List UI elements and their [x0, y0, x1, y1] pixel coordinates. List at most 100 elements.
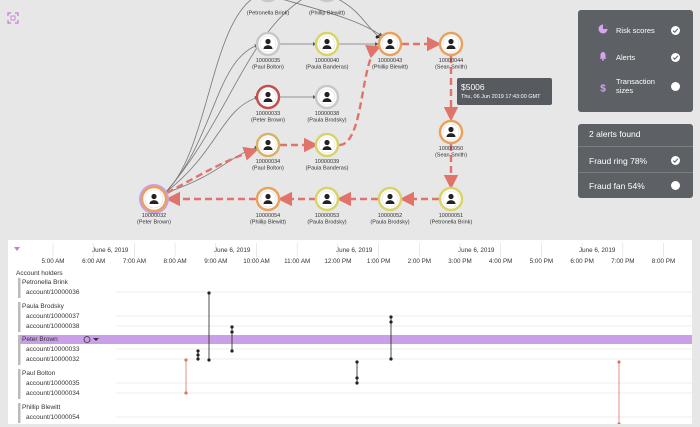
person-icon — [322, 200, 332, 204]
account-row-label[interactable]: account/10000033 — [26, 346, 80, 353]
layer-alerts[interactable]: Alerts — [578, 45, 693, 69]
timeline-time-label: 3:00 PM — [448, 258, 471, 265]
account-nodes[interactable]: (Petronella Brink) (Phillip Blewitt) 10000… — [137, 0, 472, 226]
layer-label: Risk scores — [616, 26, 655, 35]
transaction-dot — [207, 291, 211, 295]
layer-checked-icon[interactable] — [671, 53, 680, 62]
person-icon — [324, 38, 330, 45]
transaction-edge — [164, 0, 252, 194]
transaction-dot — [389, 315, 393, 319]
account-node[interactable]: 10000038(Paula Brodsky) — [307, 84, 347, 124]
node-holder-label: (Paula Brodsky) — [307, 220, 346, 226]
timeline-time-label: 11:00 AM — [284, 258, 310, 265]
account-row-label[interactable]: account/10000036 — [26, 289, 80, 296]
person-icon — [448, 193, 454, 200]
account-node[interactable]: 10000040(Paula Banderas) — [306, 31, 349, 71]
holder-row-label[interactable]: Phillip Blewitt — [22, 404, 60, 411]
alert-fraud-ring[interactable]: Fraud ring 78% — [589, 156, 648, 166]
holder-row-label[interactable]: Paul Bolton — [22, 370, 56, 377]
account-row-label[interactable]: account/10000037 — [26, 313, 80, 320]
account-node[interactable]: 10000033(Peter Brown) — [251, 84, 285, 124]
focus-icon[interactable] — [83, 336, 91, 343]
transaction-dot — [617, 360, 621, 364]
timeline-time-label: 8:00 AM — [164, 258, 187, 265]
group-bar — [18, 335, 21, 365]
layer-transaction-sizes[interactable]: $ Transaction sizes — [578, 73, 693, 97]
timeline-date-label: June 6, 2019 — [92, 247, 129, 254]
account-row-label[interactable]: account/10000032 — [26, 356, 80, 363]
transaction-edge — [283, 0, 383, 37]
layer-unchecked-icon[interactable] — [671, 82, 680, 91]
selected-row-highlight[interactable] — [20, 335, 692, 344]
person-icon — [446, 200, 456, 204]
node-account-label: 10000033 — [256, 111, 280, 117]
transaction-dot — [389, 357, 393, 361]
timeline-date-label: June 6, 2019 — [214, 247, 251, 254]
account-node[interactable]: 10000044(Sean Smith) — [435, 31, 467, 71]
transaction-dot — [389, 320, 393, 324]
person-icon — [324, 193, 330, 200]
pie-chart-icon — [598, 24, 608, 34]
account-node[interactable]: 10000032(Peter Brown) — [137, 184, 171, 226]
node-account-label: 10000050 — [439, 146, 463, 152]
account-row-label[interactable]: account/10000054 — [26, 414, 80, 421]
node-holder-label: (Petronella Brink) — [247, 11, 290, 17]
row-menu-caret-icon[interactable] — [93, 338, 99, 341]
fraud-ring-edges — [165, 36, 459, 207]
layer-checked-icon[interactable] — [671, 26, 680, 35]
fraud-edge — [166, 146, 259, 195]
node-holder-label: (Paula Brodsky) — [307, 118, 346, 124]
account-node[interactable]: 10000034(Paul Bolton) — [252, 132, 284, 172]
node-account-label: 10000038 — [315, 111, 339, 117]
person-icon — [263, 98, 273, 102]
account-node[interactable]: 10000035(Paul Bolton) — [252, 31, 284, 71]
account-node[interactable]: 10000053(Paula Brodsky) — [307, 186, 347, 226]
transaction-edge — [164, 0, 303, 194]
timeline-time-label: 7:00 AM — [123, 258, 146, 265]
transaction-dot — [355, 360, 359, 364]
transaction-edge — [164, 96, 259, 194]
account-node[interactable]: 10000043(Phillip Blewitt) — [372, 31, 408, 71]
divider — [578, 172, 693, 173]
group-bar — [18, 369, 21, 399]
person-icon — [448, 38, 454, 45]
account-node[interactable]: (Phillip Blewitt) — [309, 0, 345, 17]
person-icon — [265, 38, 271, 45]
layer-risk-scores[interactable]: Risk scores — [578, 18, 693, 42]
account-node[interactable]: 10000050(Sean Smith) — [435, 119, 467, 159]
holder-row-label[interactable]: Petronella Brink — [22, 279, 69, 286]
tooltip-amount: $5006 — [461, 82, 485, 92]
account-row-label[interactable]: account/10000035 — [26, 380, 80, 387]
alert-unchecked-icon[interactable] — [671, 181, 680, 190]
node-holder-label: (Peter Brown) — [137, 220, 171, 226]
holder-row-label[interactable]: Peter Brown — [22, 336, 58, 343]
transaction-dot — [184, 391, 188, 395]
node-account-label: 10000034 — [256, 159, 280, 165]
timeline-panel[interactable]: June 6, 2019 June 6, 2019 June 6, 2019 June… — [8, 240, 692, 424]
timeline-time-label: 8:00 PM — [652, 258, 675, 265]
alert-checked-icon[interactable] — [671, 156, 680, 165]
node-holder-label: (Phillip Blewitt) — [309, 11, 345, 17]
node-holder-label: (Paul Bolton) — [252, 65, 284, 71]
node-account-label: 10000032 — [142, 213, 166, 219]
fit-to-window-icon[interactable] — [7, 11, 19, 24]
network-graph[interactable]: (Petronella Brink) (Phillip Blewitt) 10000… — [0, 0, 700, 238]
alert-fraud-fan[interactable]: Fraud fan 54% — [589, 181, 645, 191]
account-row-label[interactable]: account/10000038 — [26, 323, 80, 330]
node-holder-label: (Paula Banderas) — [306, 65, 349, 71]
account-row-label[interactable]: account/10000034 — [26, 390, 80, 397]
group-bar — [18, 403, 21, 423]
timeline-time-label: 5:00 PM — [530, 258, 553, 265]
divider — [578, 146, 693, 147]
account-node[interactable]: 10000051(Petronella Brink) — [430, 186, 473, 226]
transaction-edge — [164, 44, 259, 194]
account-node[interactable]: 10000039(Paula Banderas) — [306, 132, 349, 172]
account-node[interactable]: (Petronella Brink) — [247, 0, 290, 17]
layer-label: Alerts — [616, 53, 636, 62]
collapse-caret-icon[interactable] — [14, 247, 20, 251]
account-node[interactable]: 10000052(Paula Brodsky) — [370, 186, 410, 226]
account-node[interactable]: 10000054(Phillip Blewitt) — [250, 186, 286, 226]
person-icon — [387, 38, 393, 45]
holder-row-label[interactable]: Paula Brodsky — [22, 303, 65, 310]
timeline-time-label: 7:00 PM — [611, 258, 634, 265]
